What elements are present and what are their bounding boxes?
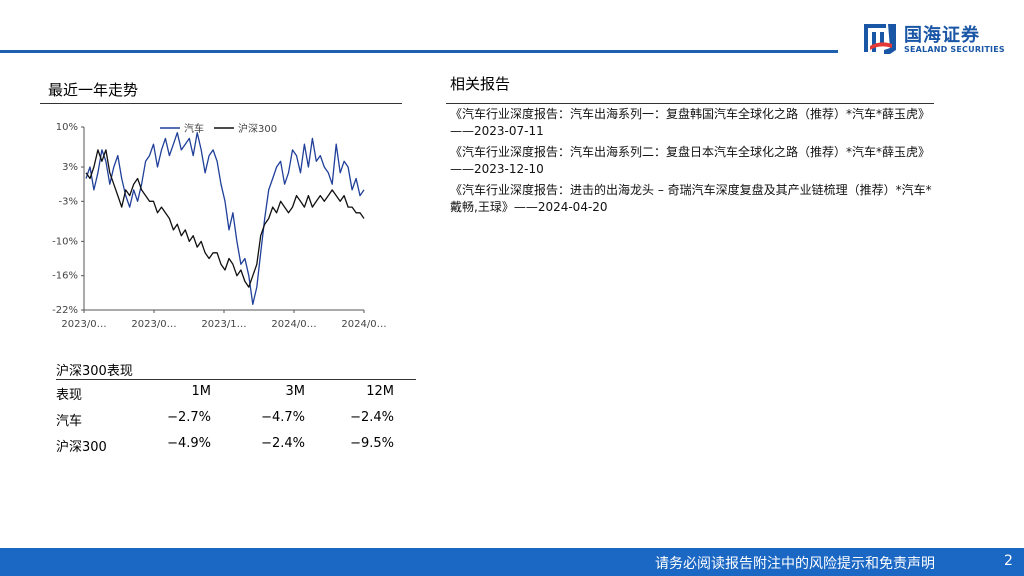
reports-section-rule [446,103,934,104]
legend-label: 沪深300 [238,122,277,135]
table-row: 沪深300 −4.9% −2.4% −9.5% [56,436,416,460]
x-tick-label: 2023/0… [61,319,106,330]
table-cell: 汽车 [56,414,83,429]
brand-name-cn: 国海证券 [904,25,980,46]
series-line-auto [85,132,365,305]
report-link[interactable]: 《汽车行业深度报告：汽车出海系列一：复盘韩国汽车全球化之路（推荐）*汽车*薛玉虎… [450,107,931,138]
trend-section-title: 最近一年走势 [48,81,139,99]
x-tick-label: 2024/0… [341,319,386,330]
x-tick-label: 2024/0… [271,319,316,330]
x-tick-label: 2023/1… [201,319,246,330]
report-link[interactable]: 《汽车行业深度报告：进击的出海龙头 – 奇瑞汽车深度复盘及其产业链梳理（推荐）*… [450,183,932,214]
y-tick-label: -10% [52,236,78,247]
perf-section-rule [56,379,416,380]
y-tick-label: -3% [59,196,78,207]
y-tick-label: -16% [52,271,78,282]
table-cell: 沪深300 [56,440,107,455]
table-cell: −2.4% [350,410,394,425]
related-reports-list: 《汽车行业深度报告：汽车出海系列一：复盘韩国汽车全球化之路（推荐）*汽车*薛玉虎… [450,106,934,220]
reports-section-title: 相关报告 [450,75,511,93]
trend-chart-svg: 10% 3% -3% -10% -16% -22% 2023/0… 2023/0… 2023/1… [52,122,386,330]
brand-name-en: SEALAND SECURITIES [904,45,1005,54]
table-header-row: 表现 1M 3M 12M [56,384,416,408]
table-header-cell: 3M [285,384,306,399]
legend-label: 汽车 [184,122,204,135]
trend-chart: 10% 3% -3% -10% -16% -22% 2023/0… 2023/0… 2023/1… [40,112,400,342]
header-rule [0,50,838,53]
sealand-logo-icon [864,24,896,54]
y-tick-label: 10% [56,122,78,133]
series-line-csi300 [85,149,365,288]
table-cell: −2.4% [261,436,305,451]
table-cell: −9.5% [350,436,394,451]
table-cell: −2.7% [167,410,211,425]
y-tick-label: 3% [62,162,78,173]
brand-logo: 国海证券 SEALAND SECURITIES [862,20,1012,56]
y-tick-label: -22% [52,305,78,316]
table-cell: −4.7% [261,410,305,425]
table-row: 汽车 −2.7% −4.7% −2.4% [56,410,416,434]
trend-section-rule [40,103,402,104]
footer-disclaimer: 请务必阅读报告附注中的风险提示和免责声明 [655,556,935,572]
footer-bar: 请务必阅读报告附注中的风险提示和免责声明 2 [0,548,1024,576]
page-number: 2 [1004,553,1013,569]
table-cell: −4.9% [167,436,211,451]
x-tick-label: 2023/0… [131,319,176,330]
table-header-cell: 1M [191,384,212,399]
table-header-cell: 表现 [56,388,83,403]
table-header-cell: 12M [366,384,394,399]
perf-section-title: 沪深300表现 [56,364,133,379]
report-link[interactable]: 《汽车行业深度报告：汽车出海系列二：复盘日本汽车全球化之路（推荐）*汽车*薛玉虎… [450,145,931,176]
